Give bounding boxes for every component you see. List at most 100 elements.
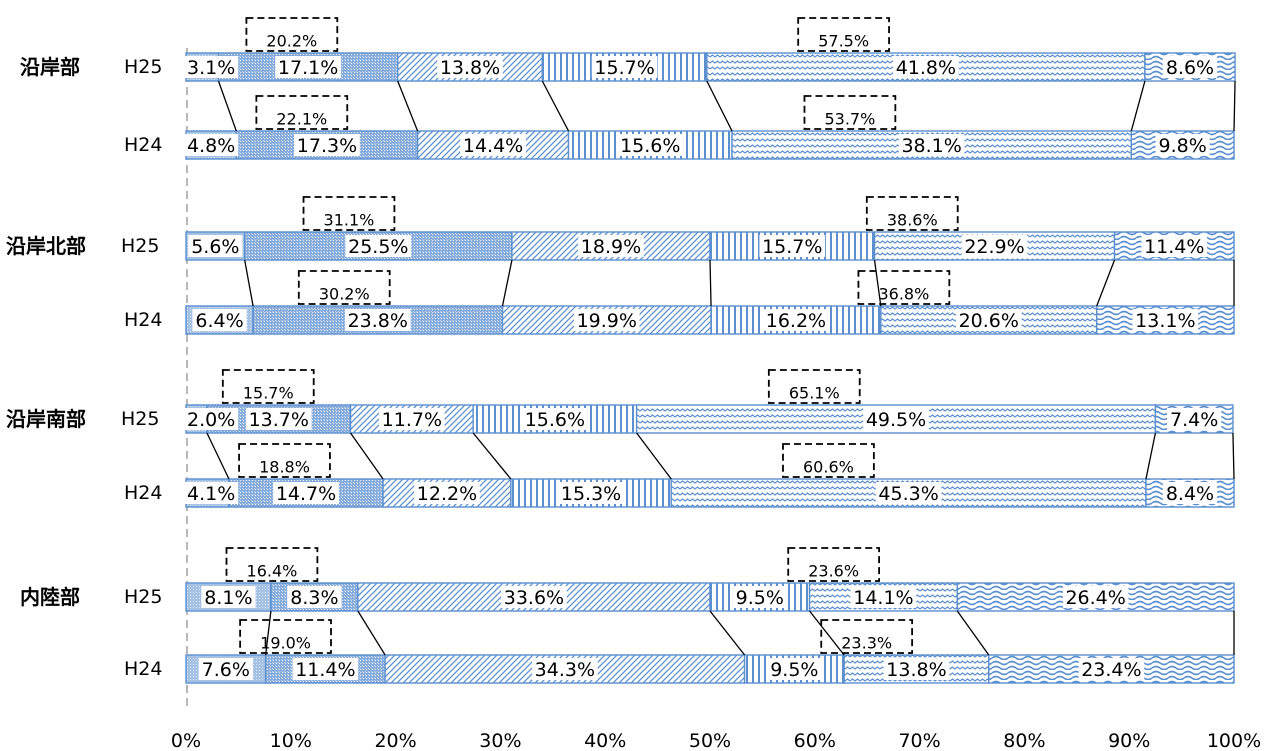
series-connector [873,259,882,307]
callout-box [782,443,875,478]
data-label-bg [1162,482,1218,504]
data-label: 17.1% [278,57,338,79]
x-tick-label: 40% [584,730,626,751]
data-label-bg [184,408,239,430]
callout-label: 19.0% [260,634,311,653]
data-label-bg [192,309,247,331]
data-label-bg [883,658,950,680]
row-label: H25 [121,408,159,430]
callout-label: 65.1% [789,384,840,403]
row-label: H25 [124,586,162,608]
data-label-bg [955,309,1022,331]
data-label: 33.6% [504,587,564,609]
callout-box [239,619,332,654]
callout-label: 18.8% [259,458,310,477]
data-label: 7.6% [202,659,250,681]
data-label-bg [1167,408,1222,430]
data-label-bg [460,134,526,156]
data-label-bg [863,408,929,430]
row-label: H24 [124,482,162,504]
data-label-bg [201,586,256,608]
series-connector [217,80,237,132]
data-label: 5.6% [191,236,239,258]
data-label-bg [437,56,503,78]
data-label: 15.6% [525,409,585,431]
callout-label: 53.7% [824,110,875,129]
row-label: H25 [124,56,162,78]
data-label-bg [198,658,253,680]
callout-box [245,17,339,52]
data-label-bg [558,482,624,504]
x-tick-label: 90% [1108,730,1150,751]
callout-box [225,547,319,582]
x-tick-label: 10% [270,730,312,751]
data-label: 13.8% [886,659,946,681]
data-label-bg [961,235,1028,257]
data-label: 23.8% [348,310,408,332]
group-label: 沿岸部 [20,55,80,79]
x-tick-label: 20% [374,730,416,751]
data-label: 2.0% [187,409,235,431]
series-connector [636,432,672,480]
x-tick-label: 0% [171,730,201,751]
callout-box [865,196,959,231]
data-label: 45.3% [878,483,938,505]
data-label-bg [184,482,239,504]
data-label-bg [763,309,829,331]
data-label-bg [875,482,942,504]
data-label: 16.2% [766,310,826,332]
data-label-bg [184,56,239,78]
data-label-bg [522,408,588,430]
data-label: 4.1% [187,483,235,505]
callout-box [767,369,861,404]
data-label-bg [188,235,243,257]
data-label: 9.8% [1159,135,1207,157]
data-label-bg [1155,134,1210,156]
x-tick-label: 80% [1003,730,1045,751]
data-label: 34.3% [535,659,595,681]
data-label: 19.9% [577,310,637,332]
data-label: 14.7% [276,483,336,505]
row-label: H24 [124,658,162,680]
row-label: H24 [124,134,162,156]
data-label: 49.5% [866,409,926,431]
data-label-bg [1141,235,1208,257]
row-label: H24 [124,309,162,331]
series-connector [1232,432,1235,480]
series-connector [206,432,230,480]
data-label-bg [294,134,360,156]
callout-box [803,95,897,130]
callout-box [238,443,331,478]
data-label: 12.2% [417,483,477,505]
data-label: 11.4% [295,659,355,681]
callout-box [820,619,914,654]
callout-box [221,369,315,404]
data-label-bg [273,482,339,504]
data-label: 11.7% [382,409,442,431]
data-label: 8.4% [1166,483,1214,505]
callout-box [302,196,396,231]
data-label: 9.5% [770,659,818,681]
callout-label: 38.6% [887,211,938,230]
data-label: 25.5% [348,236,408,258]
series-connector [709,610,746,656]
data-label-bg [898,134,965,156]
data-label: 41.8% [896,57,956,79]
data-label: 26.4% [1065,587,1125,609]
group-label: 沿岸南部 [6,407,86,431]
series-connector [809,610,845,656]
x-tick-label: 60% [794,730,836,751]
data-label: 17.3% [297,135,357,157]
data-label-bg [578,235,644,257]
data-label: 15.3% [561,483,621,505]
callout-box [255,95,349,130]
data-label: 23.4% [1081,659,1141,681]
data-label: 20.6% [959,310,1019,332]
data-label: 8.6% [1166,57,1214,79]
data-label: 11.4% [1144,236,1204,258]
callout-box [297,270,391,305]
data-label: 14.4% [463,135,523,157]
data-label: 8.1% [204,587,252,609]
data-label-bg [287,586,342,608]
series-connector [397,80,419,132]
